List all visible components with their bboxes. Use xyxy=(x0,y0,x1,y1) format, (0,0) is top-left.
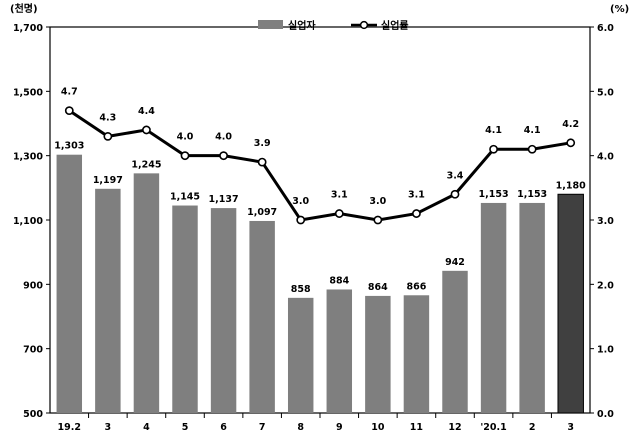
bar xyxy=(442,270,468,413)
legend-line-marker xyxy=(359,20,369,30)
x-tick-label: 8 xyxy=(297,422,304,433)
bars xyxy=(56,154,584,414)
bar xyxy=(403,295,430,413)
x-tick-label: 12 xyxy=(448,422,461,433)
bar-value-label: 864 xyxy=(368,282,388,293)
right-axis-unit: (%) xyxy=(610,4,629,15)
rate-value-label: 3.0 xyxy=(369,196,386,207)
rate-point xyxy=(412,209,421,218)
bar-value-label: 1,197 xyxy=(93,175,123,186)
left-tick-label: 700 xyxy=(23,345,43,356)
bar-value-label: 1,153 xyxy=(479,189,509,200)
rate-value-label: 3.4 xyxy=(447,170,464,181)
bar xyxy=(287,297,314,413)
bar xyxy=(365,295,391,413)
bar-value-label: 1,303 xyxy=(54,141,84,152)
left-tick-label: 1,100 xyxy=(13,216,43,227)
right-tick-label: 4.0 xyxy=(597,152,614,163)
rate-value-label: 4.0 xyxy=(215,132,232,143)
right-tick-label: 0.0 xyxy=(597,409,614,420)
right-tick-label: 6.0 xyxy=(597,23,614,34)
bar-value-label: 866 xyxy=(407,281,427,292)
rate-point xyxy=(180,151,190,161)
bar-value-label: 1,145 xyxy=(170,192,200,203)
rate-line-path xyxy=(68,109,571,222)
bar xyxy=(326,289,353,413)
legend-bar-swatch xyxy=(258,20,283,29)
rate-point xyxy=(64,106,74,116)
bar xyxy=(172,205,198,413)
left-tick-label: 1,700 xyxy=(13,23,43,34)
rate-point xyxy=(334,209,344,218)
x-tick-label: 11 xyxy=(410,422,423,433)
bar-value-label: 1,180 xyxy=(556,180,586,191)
legend: 실업자 실업률 xyxy=(258,19,409,32)
rate-point xyxy=(450,189,460,199)
x-tick-label: 10 xyxy=(371,422,385,433)
bar xyxy=(519,202,545,413)
bar-value-label: 1,137 xyxy=(209,194,239,205)
rate-value-label: 4.1 xyxy=(485,125,502,136)
x-tick-label: 4 xyxy=(143,422,150,433)
rate-value-label: 4.7 xyxy=(61,87,78,98)
rate-point xyxy=(219,151,228,161)
rate-value-label: 3.1 xyxy=(331,190,348,201)
right-tick-label: 1.0 xyxy=(597,345,614,356)
left-tick-label: 500 xyxy=(23,409,43,420)
bar xyxy=(56,154,83,413)
rate-point xyxy=(527,144,537,154)
bar xyxy=(480,202,507,413)
rate-value-label: 3.0 xyxy=(292,196,309,207)
rate-value-label: 4.3 xyxy=(99,112,116,123)
bar-value-label: 1,097 xyxy=(247,207,277,218)
rate-value-label: 4.1 xyxy=(524,125,541,136)
rate-point xyxy=(373,215,383,225)
left-tick-label: 1,300 xyxy=(13,152,43,163)
legend-line-label: 실업률 xyxy=(381,19,409,32)
bar xyxy=(557,193,584,414)
bar xyxy=(133,173,160,413)
x-tick-label: 2 xyxy=(529,422,536,433)
x-tick-label: '20.1 xyxy=(480,422,506,433)
rate-value-label: 3.9 xyxy=(254,138,271,149)
x-tick-label: 3 xyxy=(567,422,574,433)
rate-point xyxy=(489,144,498,154)
x-tick-label: 7 xyxy=(259,422,266,433)
rate-value-label: 4.4 xyxy=(138,106,155,117)
rate-value-label: 4.2 xyxy=(562,119,579,130)
bar-value-label: 858 xyxy=(291,284,311,295)
bar xyxy=(210,208,237,413)
x-tick-label: 6 xyxy=(220,422,227,433)
bar-value-label: 942 xyxy=(445,257,465,268)
x-tick-label: 3 xyxy=(105,422,112,433)
left-tick-label: 900 xyxy=(23,280,43,291)
rate-point xyxy=(103,131,113,141)
x-tick-label: 9 xyxy=(336,422,343,433)
rate-value-label: 3.1 xyxy=(408,190,425,201)
bar xyxy=(95,188,121,413)
rate-point xyxy=(142,125,151,135)
rate-point xyxy=(566,138,576,148)
bar xyxy=(249,220,275,413)
x-tick-label: 19.2 xyxy=(58,422,81,433)
right-tick-label: 2.0 xyxy=(597,280,614,291)
rate-point xyxy=(257,157,267,167)
plot-frame xyxy=(49,26,591,414)
bar-value-label: 884 xyxy=(329,275,349,286)
rate-value-label: 4.0 xyxy=(177,132,194,143)
left-tick-label: 1,500 xyxy=(13,87,43,98)
left-axis-unit: (천명) xyxy=(10,2,38,15)
bar-value-label: 1,245 xyxy=(131,159,161,170)
rate-line xyxy=(64,106,576,225)
bar-value-label: 1,153 xyxy=(517,189,547,200)
legend-bar-label: 실업자 xyxy=(288,19,316,32)
right-tick-label: 5.0 xyxy=(597,87,614,98)
x-tick-label: 5 xyxy=(182,422,189,433)
rate-point xyxy=(296,215,306,225)
right-tick-label: 3.0 xyxy=(597,216,614,227)
